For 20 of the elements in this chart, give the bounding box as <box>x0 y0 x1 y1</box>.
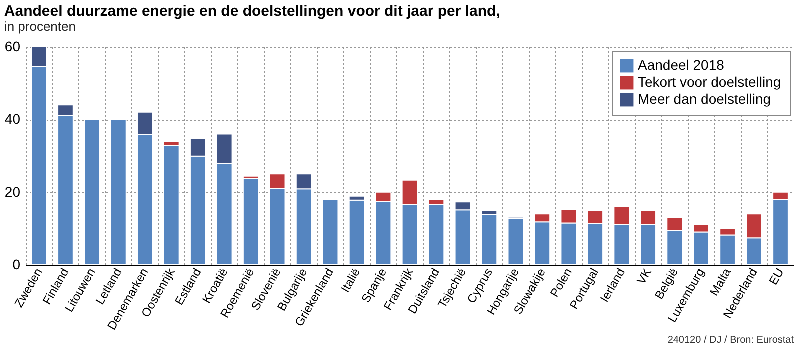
text: 240120 / DJ / Bron: Eurostat <box>668 335 794 346</box>
y-tick-label: 60 <box>4 38 21 54</box>
y-tick-label: 20 <box>4 184 21 200</box>
y-tick-label: 0 <box>12 256 21 272</box>
bar <box>242 178 260 266</box>
bar <box>163 144 180 266</box>
y-tick-label: 40 <box>4 111 21 128</box>
legend-label: Meer dan doelstelling <box>638 91 772 107</box>
legend-label: Aandeel 2018 <box>638 57 725 73</box>
bar <box>84 120 100 266</box>
bar <box>508 218 524 266</box>
legend-label: Tekort voor doelstelling <box>638 74 782 90</box>
bar <box>481 214 498 266</box>
x-tick-label: VK <box>634 266 654 287</box>
chart-subtitle: in procenten <box>4 19 76 34</box>
bar <box>322 199 339 266</box>
chart-title: Aandeel duurzame energie en de doelstellingen voor dit jaar per land, <box>4 3 500 20</box>
bar <box>348 200 366 266</box>
x-tick-label: EU <box>766 266 787 288</box>
bar <box>110 119 127 266</box>
